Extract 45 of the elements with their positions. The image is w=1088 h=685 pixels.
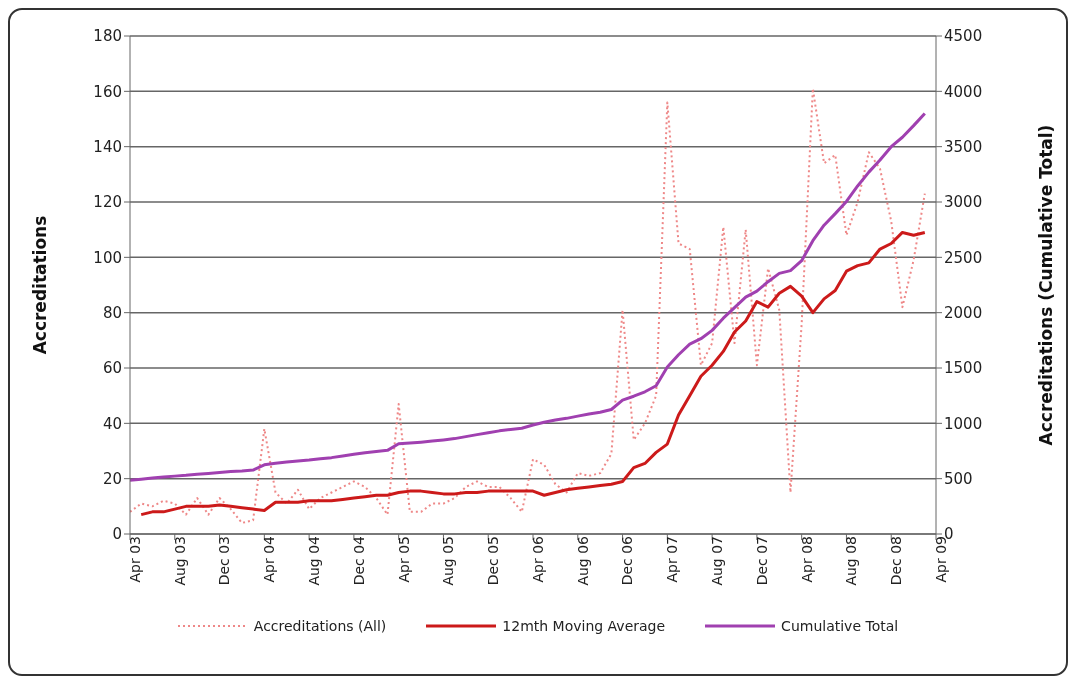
- x-tick-label: Aug 03: [171, 536, 188, 586]
- y2-tick-label: 4000: [944, 82, 983, 101]
- x-tick-label: Dec 07: [753, 536, 770, 586]
- y-tick-label: 180: [93, 27, 122, 46]
- y-axis-title: Accreditations: [30, 215, 51, 355]
- x-tick-label: Aug 08: [843, 536, 860, 586]
- legend-label: Accreditations (All): [253, 618, 387, 634]
- y2-tick-label: 500: [944, 469, 973, 488]
- x-tick-label: Aug 05: [440, 536, 457, 586]
- x-tick-label: Apr 05: [395, 536, 412, 583]
- x-tick-label: Dec 04: [350, 535, 367, 586]
- y-tick-label: 20: [102, 469, 122, 488]
- y2-tick-label: 3500: [944, 137, 983, 156]
- y-tick-label: 60: [102, 359, 122, 378]
- x-tick-label: Aug 06: [574, 535, 591, 586]
- y-tick-label: 140: [93, 137, 122, 156]
- y-tick-label: 40: [102, 414, 122, 433]
- y-tick-label: 160: [93, 82, 122, 101]
- y-tick-label: 80: [102, 303, 122, 322]
- y2-tick-label: 1500: [944, 359, 983, 378]
- y2-tick-label: 2000: [944, 303, 983, 322]
- y2-tick-label: 1000: [944, 414, 983, 433]
- y2-tick-label: 3000: [944, 193, 983, 212]
- y2-tick-label: 4500: [944, 27, 983, 46]
- x-tick-label: Apr 04: [261, 535, 278, 583]
- x-tick-label: Apr 07: [664, 536, 681, 583]
- x-tick-label: Aug 04: [306, 535, 323, 586]
- y-tick-label: 100: [93, 248, 122, 267]
- line-series: [130, 111, 927, 482]
- x-tick-label: Dec 06: [619, 535, 636, 586]
- x-tick-label: Dec 08: [888, 536, 905, 586]
- y2-axis-title: Accreditations (Cumulative Total): [1036, 124, 1057, 446]
- y-tick-label: 120: [93, 193, 122, 212]
- y-tick-label: 0: [112, 525, 122, 544]
- legend-label: Cumulative Total: [781, 618, 899, 634]
- line-series: [139, 230, 927, 517]
- x-tick-label: Dec 05: [485, 536, 502, 586]
- x-tick-label: Apr 08: [798, 536, 815, 583]
- line-series: [130, 87, 926, 524]
- x-tick-label: Apr 06: [529, 535, 546, 583]
- y2-tick-label: 2500: [944, 248, 983, 267]
- x-tick-label: Apr 03: [126, 536, 143, 583]
- x-tick-label: Dec 03: [216, 536, 233, 586]
- x-tick-label: Aug 07: [709, 536, 726, 586]
- legend-label: 12mth Moving Average: [502, 618, 666, 634]
